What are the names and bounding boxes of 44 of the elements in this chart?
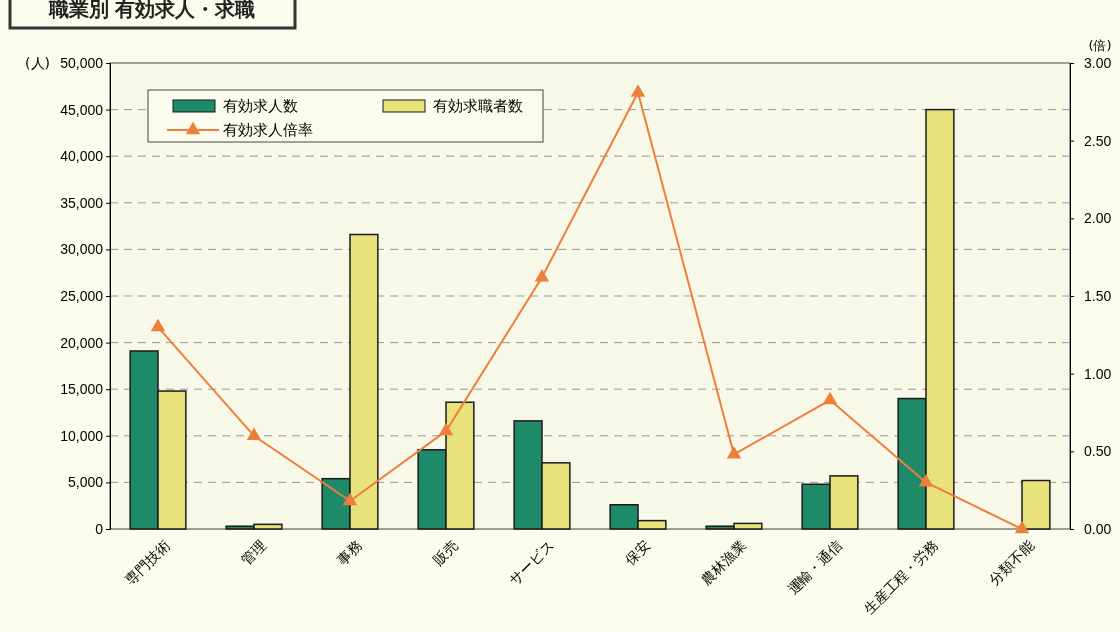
x-tick-label: 分類不能 xyxy=(986,536,1038,588)
x-tick-label: 販売 xyxy=(430,536,462,568)
point xyxy=(918,474,934,487)
y-axis-title: (人) xyxy=(25,55,50,71)
y2-tick-label: 2.50 xyxy=(1084,132,1112,149)
x-tick-label: 運輸・通信 xyxy=(784,536,846,598)
y-tick-label: 25,000 xyxy=(60,287,104,304)
y2-axis-title: (倍) xyxy=(1088,38,1112,53)
y-tick-label: 30,000 xyxy=(60,241,104,258)
x-tick-label: 生産工程・労務 xyxy=(860,536,942,618)
y-tick-label: 15,000 xyxy=(60,381,104,398)
bar xyxy=(1021,479,1051,530)
y2-tick-label: 0.50 xyxy=(1084,443,1112,460)
y-tick-label: 10,000 xyxy=(60,427,104,444)
y-tick-label: 35,000 xyxy=(60,194,104,211)
point xyxy=(726,446,742,459)
legend-label: 有効求職者数 xyxy=(433,97,523,115)
point xyxy=(630,84,646,97)
x-tick-label: 事務 xyxy=(334,536,366,568)
y2-tick-label: 1.00 xyxy=(1084,365,1112,382)
y2-tick-label: 2.00 xyxy=(1084,210,1112,227)
y-tick-label: 40,000 xyxy=(60,148,104,165)
point xyxy=(1014,520,1030,534)
x-tick-label: 専門技術 xyxy=(122,536,174,588)
point xyxy=(246,427,262,440)
legend-label: 有効求人数 xyxy=(223,97,298,115)
legend-label: 有効求人倍率 xyxy=(223,121,313,139)
x-tick-label: 保安 xyxy=(622,536,654,568)
x-tick-label: サービス xyxy=(506,536,558,588)
y-tick-label: 45,000 xyxy=(60,101,104,118)
point xyxy=(150,318,166,332)
y2-tick-label: 3.00 xyxy=(1084,54,1112,71)
y-tick-label: 5,000 xyxy=(67,474,104,491)
y-tick-label: 20,000 xyxy=(60,334,104,351)
point xyxy=(534,269,550,282)
y-tick-label: 50,000 xyxy=(60,54,104,71)
x-tick-label: 管理 xyxy=(238,536,270,568)
point xyxy=(822,391,838,405)
y2-tick-label: 0.00 xyxy=(1084,520,1112,537)
y2-tick-label: 1.50 xyxy=(1084,287,1112,304)
x-tick-label: 農林漁業 xyxy=(698,536,750,588)
point xyxy=(438,422,454,436)
y-tick-label: 0 xyxy=(95,520,104,537)
point xyxy=(342,492,358,506)
